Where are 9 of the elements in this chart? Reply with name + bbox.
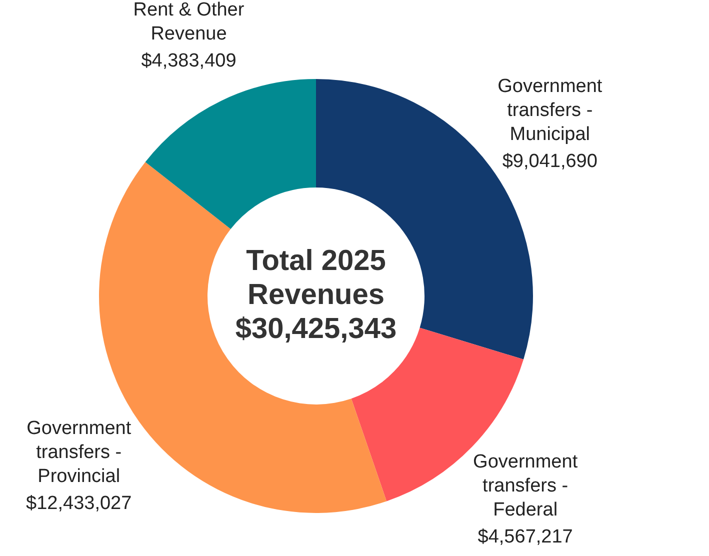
slice-label: Rent & Other Revenue (133, 0, 245, 45)
slice-label: Government transfers - Provincial (26, 418, 132, 487)
text: Total 2025 Revenues $30,425,343 (235, 245, 397, 345)
data-label: $4,567,217 (478, 526, 573, 548)
slice-label: Government transfers - Federal (473, 451, 578, 520)
data-label: $12,433,027 (26, 492, 132, 514)
data-label: $9,041,690 (502, 151, 598, 172)
data-label: $4,383,409 (141, 50, 236, 72)
slice-label: Government transfers - Municipal (498, 76, 603, 146)
